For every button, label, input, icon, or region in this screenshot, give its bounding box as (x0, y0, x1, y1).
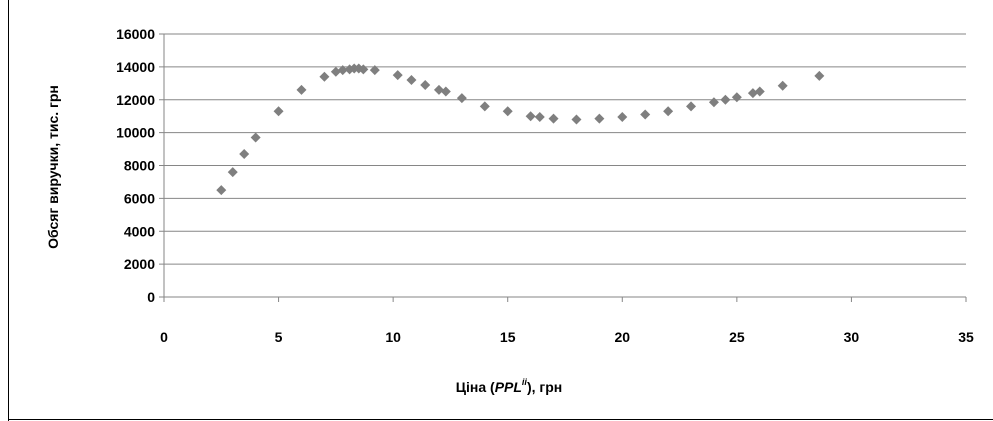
data-point (479, 101, 490, 112)
data-point (392, 70, 403, 81)
data-point (731, 92, 742, 103)
data-point (617, 112, 628, 123)
data-point (525, 111, 536, 122)
y-tick-label: 8000 (124, 158, 155, 174)
data-point (337, 65, 348, 76)
data-point (663, 106, 674, 117)
y-tick-label: 12000 (116, 92, 155, 108)
tick-labels: 0 2000 4000 6000 8000 10000 12000 14000 16000 0 5 1… (116, 26, 974, 345)
data-point (640, 109, 651, 120)
data-point (720, 94, 731, 105)
data-point (534, 112, 545, 123)
data-point (456, 93, 467, 104)
y-tick-label: 0 (147, 289, 155, 305)
data-point (814, 70, 825, 81)
y-axis-title: Обсяг виручки, тис. грн (45, 85, 61, 249)
data-point (708, 97, 719, 108)
y-tick-label: 10000 (116, 125, 155, 141)
data-point (440, 86, 451, 97)
data-points (216, 63, 825, 196)
data-point (433, 84, 444, 95)
gridlines (164, 33, 966, 265)
data-point (406, 75, 417, 86)
x-tick-label: 35 (958, 329, 974, 345)
y-tick-label: 6000 (124, 190, 155, 206)
data-point (273, 106, 284, 117)
data-point (686, 101, 697, 112)
data-point (777, 80, 788, 91)
x-tick-label: 20 (614, 329, 630, 345)
data-point (571, 114, 582, 125)
y-tick-label: 16000 (116, 26, 155, 42)
frame-left-border (8, 0, 9, 421)
data-point (250, 132, 261, 143)
y-tick-label: 2000 (124, 256, 155, 272)
data-point (502, 106, 513, 117)
x-tick-label: 15 (500, 329, 516, 345)
data-point (754, 86, 765, 97)
data-point (369, 65, 380, 76)
y-tick-label: 14000 (116, 59, 155, 75)
data-point (358, 64, 369, 75)
data-point (594, 113, 605, 124)
data-point (330, 66, 341, 77)
data-point (227, 167, 238, 178)
data-point (747, 88, 758, 99)
x-tick-label: 30 (844, 329, 860, 345)
x-tick-label: 0 (160, 329, 168, 345)
data-point (420, 79, 431, 90)
x-tick-label: 5 (275, 329, 283, 345)
y-tick-label: 4000 (124, 223, 155, 239)
x-tick-label: 10 (385, 329, 401, 345)
data-point (296, 84, 307, 95)
x-axis-title: Ціна (PPLii), грн (456, 377, 562, 395)
axes (159, 33, 967, 302)
frame-bottom-border (8, 419, 993, 420)
x-tick-label: 25 (729, 329, 745, 345)
data-point (319, 71, 330, 82)
data-point (239, 148, 250, 159)
data-point (548, 113, 559, 124)
data-point (216, 185, 227, 196)
